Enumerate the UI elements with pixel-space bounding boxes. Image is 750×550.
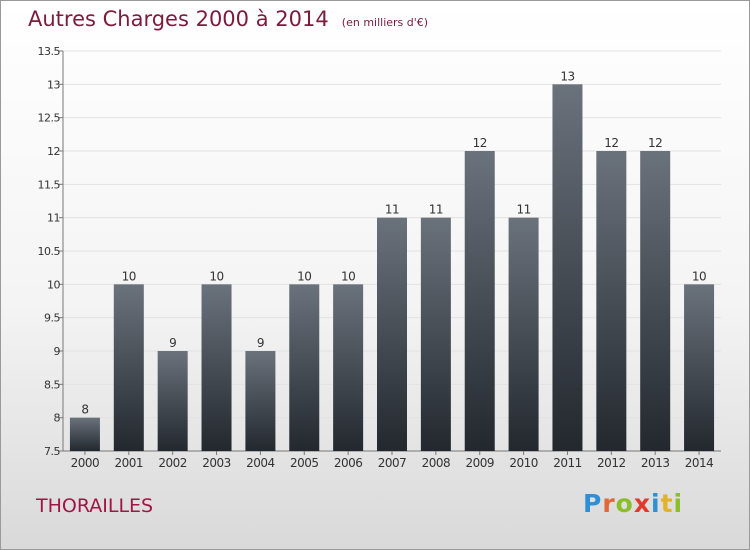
x-tick-label: 2014	[685, 456, 714, 470]
logo-letter: r	[602, 489, 616, 518]
chart-subtitle: (en milliers d'€)	[341, 16, 429, 29]
data-label: 12	[604, 136, 618, 150]
logo-letter: i	[651, 489, 661, 518]
data-label: 10	[341, 269, 355, 283]
data-label: 10	[122, 269, 136, 283]
bar-2002	[157, 351, 188, 451]
data-label: 11	[429, 203, 443, 217]
bar-2007	[377, 217, 407, 451]
data-label: 12	[648, 136, 662, 150]
data-label: 11	[385, 203, 399, 217]
bar-2001	[113, 284, 144, 451]
bar-2011	[552, 84, 583, 451]
logo-letter: t	[660, 489, 674, 518]
chart-title: Autres Charges 2000 à 2014	[28, 7, 329, 31]
x-tick-label: 2011	[553, 456, 582, 470]
logo-letter: P	[583, 489, 603, 518]
commune-name: THORAILLES	[36, 495, 154, 517]
data-label: 11	[516, 203, 530, 217]
bar-2000	[69, 417, 100, 451]
y-tick-labels: 7.5 8 8.5 9 9.5 10 10.5 11 11.5 12 12.5 13 13.5	[38, 45, 62, 458]
x-tick-label: 2004	[246, 456, 275, 470]
logo-letter: o	[615, 489, 634, 518]
data-label: 10	[297, 269, 311, 283]
chart-title-block: Autres Charges 2000 à 2014 (en milliers …	[28, 7, 428, 31]
bar-2006	[333, 284, 364, 451]
y-tick-label: 11	[47, 212, 60, 225]
x-tick-label: 2012	[597, 456, 626, 470]
y-tick-label: 9	[54, 345, 61, 358]
x-tick-label: 2005	[290, 456, 319, 470]
x-tick-label: 2003	[202, 456, 231, 470]
y-tick-label: 10.5	[38, 245, 61, 258]
x-tick-label: 2007	[378, 456, 407, 470]
proxiti-logo: Proxiti	[583, 489, 683, 518]
x-tick-label: 2002	[158, 456, 187, 470]
x-tick-label: 2008	[422, 456, 451, 470]
data-label: 8	[81, 403, 88, 417]
y-tick-label: 10	[47, 278, 60, 291]
y-tick-label: 8	[54, 412, 61, 425]
x-tick-label: 2001	[115, 456, 144, 470]
y-tick-label: 13	[47, 78, 60, 91]
data-label: 9	[257, 336, 264, 350]
bar-2010	[508, 217, 539, 451]
data-label: 10	[209, 269, 223, 283]
bar-2013	[640, 151, 671, 451]
bar-2003	[201, 284, 232, 451]
logo-letter: x	[633, 489, 651, 518]
y-tick-label: 13.5	[38, 45, 61, 58]
x-tick-label: 2006	[334, 456, 363, 470]
y-tick-label: 12	[47, 145, 60, 158]
x-tick-label: 2013	[641, 456, 670, 470]
data-labels: 8 10 9 10 9 10 10 11 11 12 11 13 12 12 10	[81, 69, 706, 416]
x-tick-label: 2010	[509, 456, 538, 470]
y-tick-label: 8.5	[44, 378, 60, 391]
bar-2012	[596, 151, 627, 451]
y-tick-label: 9.5	[44, 312, 60, 325]
bar-2004	[245, 351, 276, 451]
data-label: 13	[560, 69, 574, 83]
y-tick-label: 12.5	[38, 112, 61, 125]
bars	[69, 84, 715, 451]
bar-2009	[464, 151, 495, 451]
logo-letter: i	[673, 489, 684, 518]
bar-2005	[289, 284, 320, 451]
bar-2008	[420, 217, 451, 451]
data-label: 10	[692, 269, 706, 283]
x-tick-label: 2000	[71, 456, 100, 470]
x-tick-label: 2009	[465, 456, 494, 470]
data-label: 12	[473, 136, 487, 150]
x-tick-labels: 2000 2001 2002 2003 2004 2005 2006 2007 2008 2009…	[71, 456, 714, 470]
bar-2014	[684, 284, 715, 451]
data-label: 9	[169, 336, 176, 350]
y-tick-label: 7.5	[44, 445, 60, 458]
y-tick-label: 11.5	[38, 178, 61, 191]
